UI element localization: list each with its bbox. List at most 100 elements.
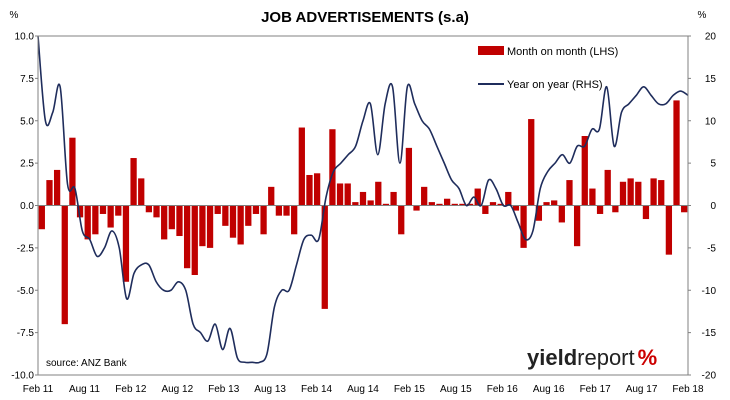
bar-mom-64 bbox=[528, 119, 535, 206]
bar-mom-78 bbox=[635, 181, 642, 206]
right-tick-label: -15 bbox=[702, 328, 717, 339]
bar-mom-8 bbox=[99, 205, 107, 214]
bar-mom-0 bbox=[38, 205, 45, 230]
x-tick-label: Aug 11 bbox=[69, 384, 100, 395]
right-tick-label: 15 bbox=[705, 74, 717, 85]
legend: Month on month (LHS) Year on year (RHS) bbox=[478, 46, 618, 91]
bar-mom-56 bbox=[466, 203, 474, 206]
bar-mom-44 bbox=[375, 181, 382, 206]
chart-title: JOB ADVERTISEMENTS (s.a) bbox=[261, 9, 469, 26]
bar-mom-9 bbox=[107, 205, 114, 228]
bar-mom-2 bbox=[53, 169, 61, 206]
left-tick-label: -2.5 bbox=[17, 243, 35, 254]
x-tick-label: Aug 16 bbox=[533, 384, 565, 395]
bar-mom-11 bbox=[122, 205, 130, 282]
bar-mom-65 bbox=[535, 205, 543, 221]
x-axis-ticks: Feb 11 Aug 11 Feb 12 Aug 12 Feb 13 Aug 13 Feb … bbox=[23, 384, 704, 395]
left-tick-label: -5.0 bbox=[17, 286, 35, 297]
bar-mom-31 bbox=[275, 205, 283, 216]
bar-mom-58 bbox=[482, 205, 489, 214]
bar-mom-55 bbox=[459, 203, 466, 206]
x-tick-label: Feb 11 bbox=[23, 384, 54, 395]
legend-bar-swatch bbox=[478, 46, 504, 55]
right-tick-label: 10 bbox=[705, 116, 717, 127]
left-tick-label: 10.0 bbox=[15, 32, 35, 43]
bar-mom-35 bbox=[306, 174, 313, 206]
right-tick-label: -5 bbox=[707, 243, 716, 254]
x-tick-label: Aug 15 bbox=[440, 384, 472, 395]
legend-bar-label: Month on month (LHS) bbox=[507, 46, 618, 58]
bar-mom-32 bbox=[283, 205, 290, 216]
bar-mom-41 bbox=[352, 202, 359, 206]
bar-mom-39 bbox=[336, 183, 344, 206]
x-tick-label: Aug 14 bbox=[347, 384, 379, 395]
bar-mom-82 bbox=[665, 205, 673, 255]
bar-mom-26 bbox=[237, 205, 244, 245]
bar-mom-73 bbox=[596, 205, 604, 214]
x-tick-label: Feb 17 bbox=[580, 384, 612, 395]
bar-mom-57 bbox=[474, 188, 481, 206]
bar-mom-77 bbox=[627, 178, 634, 206]
bar-mom-69 bbox=[566, 180, 573, 206]
left-tick-label: -10.0 bbox=[11, 371, 34, 382]
left-tick-label: 5.0 bbox=[20, 116, 34, 127]
right-axis-unit: % bbox=[698, 10, 707, 21]
bar-mom-33 bbox=[291, 205, 298, 235]
x-tick-label: Feb 16 bbox=[487, 384, 519, 395]
bar-mom-17 bbox=[168, 205, 175, 230]
bar-mom-49 bbox=[413, 205, 420, 211]
bar-mom-30 bbox=[268, 186, 275, 206]
bar-mom-38 bbox=[329, 129, 336, 206]
bar-mom-14 bbox=[145, 205, 153, 213]
left-axis-unit: % bbox=[10, 10, 19, 21]
bar-mom-48 bbox=[405, 147, 413, 206]
bar-mom-46 bbox=[390, 191, 397, 206]
bar-mom-21 bbox=[199, 205, 206, 247]
bar-mom-68 bbox=[558, 205, 565, 223]
bar-mom-79 bbox=[642, 205, 650, 220]
bar-mom-76 bbox=[619, 181, 627, 206]
bar-mom-18 bbox=[176, 205, 183, 237]
bar-mom-25 bbox=[229, 205, 237, 238]
bar-mom-63 bbox=[520, 205, 527, 248]
bar-mom-84 bbox=[681, 205, 688, 213]
bar-mom-6 bbox=[84, 205, 91, 240]
bar-mom-36 bbox=[313, 173, 321, 206]
bar-mom-5 bbox=[76, 205, 84, 218]
bar-mom-51 bbox=[428, 202, 435, 206]
x-tick-label: Feb 13 bbox=[208, 384, 240, 395]
bar-mom-47 bbox=[398, 205, 405, 235]
bar-mom-4 bbox=[69, 137, 76, 206]
bar-mom-13 bbox=[138, 178, 145, 206]
bar-mom-34 bbox=[298, 127, 305, 206]
bar-mom-81 bbox=[658, 180, 665, 206]
bar-mom-60 bbox=[497, 203, 504, 206]
bar-mom-1 bbox=[46, 180, 53, 206]
right-tick-label: 0 bbox=[710, 201, 716, 212]
bar-mom-23 bbox=[214, 205, 221, 214]
bar-mom-20 bbox=[191, 205, 198, 275]
bar-mom-45 bbox=[382, 203, 390, 206]
bar-mom-61 bbox=[505, 191, 512, 206]
bar-mom-27 bbox=[245, 205, 252, 226]
bar-mom-19 bbox=[183, 205, 191, 269]
bar-series bbox=[38, 100, 688, 325]
bar-mom-66 bbox=[543, 202, 550, 206]
bar-mom-75 bbox=[612, 205, 619, 213]
bar-mom-52 bbox=[436, 203, 443, 206]
right-tick-label: 5 bbox=[710, 159, 716, 170]
left-tick-label: 2.5 bbox=[20, 159, 34, 170]
bar-mom-22 bbox=[206, 205, 214, 248]
x-tick-label: Feb 15 bbox=[394, 384, 426, 395]
bar-mom-43 bbox=[367, 200, 374, 206]
x-tick-label: Feb 12 bbox=[115, 384, 147, 395]
bar-mom-15 bbox=[153, 205, 160, 218]
x-tick-label: Aug 13 bbox=[254, 384, 286, 395]
bar-mom-12 bbox=[130, 158, 137, 206]
bar-mom-72 bbox=[589, 188, 596, 206]
bar-mom-59 bbox=[489, 202, 497, 206]
line-series bbox=[37, 35, 689, 364]
left-tick-label: 7.5 bbox=[20, 74, 34, 85]
bar-mom-16 bbox=[161, 205, 168, 240]
